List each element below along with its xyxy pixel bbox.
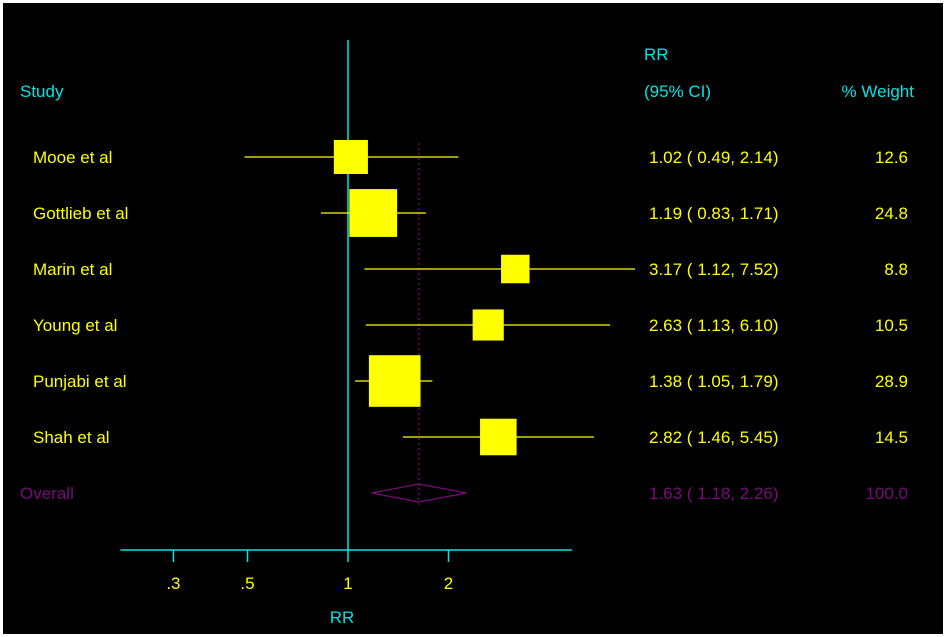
x-tick-label: 2 bbox=[444, 574, 453, 593]
overall-label: Overall bbox=[20, 484, 74, 503]
header-ci: (95% CI) bbox=[644, 82, 711, 101]
x-tick-label: 1 bbox=[343, 574, 352, 593]
x-tick-label: .3 bbox=[166, 574, 180, 593]
study-weight: 8.8 bbox=[884, 260, 908, 279]
overall-weight: 100.0 bbox=[865, 484, 908, 503]
header-weight: % Weight bbox=[842, 82, 915, 101]
overall-row: Overall 1.63 ( 1.18, 2.26) 100.0 bbox=[20, 483, 908, 503]
study-row: Mooe et al 1.02 ( 0.49, 2.14) 12.6 bbox=[33, 139, 908, 175]
study-rr-ci: 1.02 ( 0.49, 2.14) bbox=[649, 148, 778, 167]
study-rr-ci: 2.63 ( 1.13, 6.10) bbox=[649, 316, 778, 335]
weight-square bbox=[349, 189, 398, 237]
x-axis: RR .3 .5 1 2 bbox=[120, 549, 573, 627]
weight-square bbox=[368, 355, 421, 407]
x-axis-label: RR bbox=[330, 608, 355, 627]
study-rows: Mooe et al 1.02 ( 0.49, 2.14) 12.6 Gottlieb… bbox=[33, 139, 908, 456]
study-weight: 10.5 bbox=[875, 316, 908, 335]
forest-plot: Study RR (95% CI) % Weight Mooe et al 1.0… bbox=[20, 40, 914, 627]
header-rr: RR bbox=[644, 45, 669, 64]
study-name: Punjabi et al bbox=[33, 372, 127, 391]
study-name: Mooe et al bbox=[33, 148, 112, 167]
study-weight: 14.5 bbox=[875, 428, 908, 447]
study-row: Marin et al 3.17 ( 1.12, 7.52) 8.8 bbox=[33, 254, 908, 284]
weight-square bbox=[480, 418, 517, 456]
header-study: Study bbox=[20, 82, 64, 101]
study-row: Gottlieb et al 1.19 ( 0.83, 1.71) 24.8 bbox=[33, 189, 908, 237]
study-weight: 12.6 bbox=[875, 148, 908, 167]
study-rr-ci: 1.38 ( 1.05, 1.79) bbox=[649, 372, 778, 391]
overall-rr-ci: 1.63 ( 1.18, 2.26) bbox=[649, 484, 778, 503]
study-row: Young et al 2.63 ( 1.13, 6.10) 10.5 bbox=[33, 309, 908, 341]
weight-square bbox=[333, 139, 368, 175]
study-name: Shah et al bbox=[33, 428, 110, 447]
study-row: Punjabi et al 1.38 ( 1.05, 1.79) 28.9 bbox=[33, 355, 908, 407]
study-rr-ci: 3.17 ( 1.12, 7.52) bbox=[649, 260, 778, 279]
x-tick-label: .5 bbox=[240, 574, 254, 593]
study-rr-ci: 2.82 ( 1.46, 5.45) bbox=[649, 428, 778, 447]
study-row: Shah et al 2.82 ( 1.46, 5.45) 14.5 bbox=[33, 418, 908, 456]
weight-square bbox=[501, 254, 530, 284]
header-group: Study RR (95% CI) % Weight bbox=[20, 45, 914, 101]
overall-diamond bbox=[371, 483, 467, 503]
study-name: Gottlieb et al bbox=[33, 204, 128, 223]
study-name: Marin et al bbox=[33, 260, 112, 279]
plot-panel: Study RR (95% CI) % Weight Mooe et al 1.0… bbox=[3, 3, 943, 634]
weight-square bbox=[472, 309, 504, 341]
study-weight: 24.8 bbox=[875, 204, 908, 223]
study-weight: 28.9 bbox=[875, 372, 908, 391]
reference-lines bbox=[347, 40, 420, 550]
study-name: Young et al bbox=[33, 316, 117, 335]
study-rr-ci: 1.19 ( 0.83, 1.71) bbox=[649, 204, 778, 223]
